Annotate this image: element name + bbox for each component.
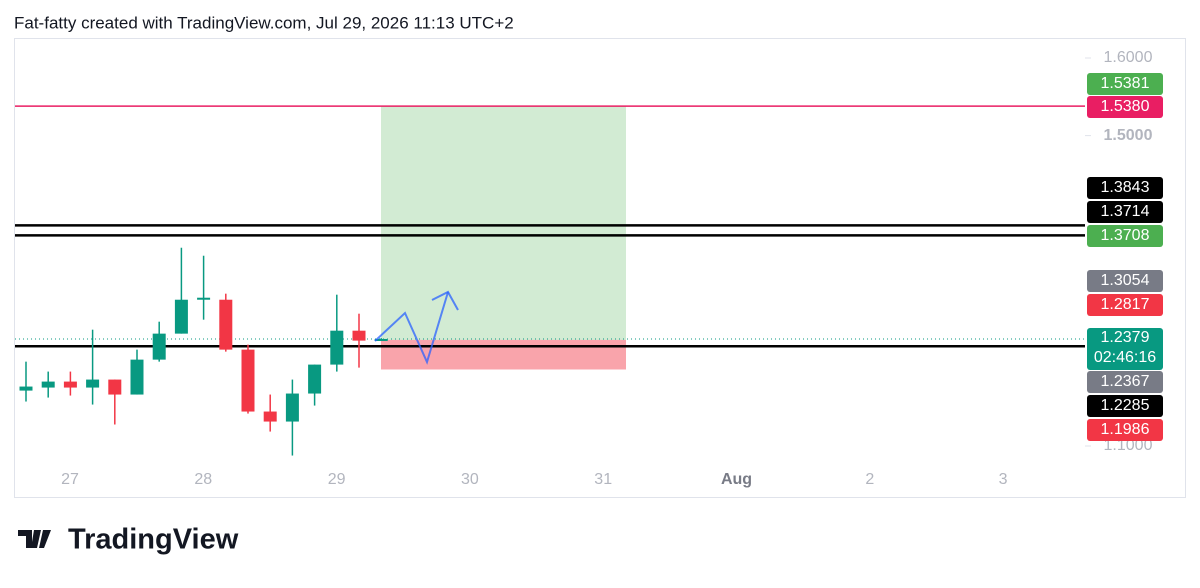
price-label: 1.2367 — [1101, 373, 1150, 390]
y-tick-label: 1.5000 — [1104, 127, 1153, 144]
price-label: 1.3054 — [1101, 272, 1150, 289]
candle-body — [152, 333, 166, 360]
x-tick-label: 3 — [999, 471, 1008, 488]
x-tick-label: 30 — [461, 471, 479, 488]
price-label-bg — [1087, 270, 1163, 292]
candle-body — [285, 393, 299, 422]
price-label-bg — [1087, 419, 1163, 441]
logo-text: TradingView — [68, 524, 239, 556]
price-label-bg — [1087, 201, 1163, 223]
price-label: 1.1986 — [1101, 421, 1150, 438]
x-tick-label: 27 — [61, 471, 79, 488]
frame — [14, 38, 1186, 498]
price-label-bg — [1087, 73, 1163, 95]
price-label: 1.3714 — [1101, 203, 1150, 220]
candle-body — [19, 386, 33, 391]
price-label-bg — [1087, 395, 1163, 417]
candle-body — [41, 381, 55, 388]
drawn-arrow-head — [431, 290, 459, 311]
candle-body — [108, 379, 122, 395]
candle-body — [330, 330, 344, 365]
price-label: 1.3708 — [1101, 227, 1150, 244]
drawn-arrow — [374, 291, 449, 365]
price-label-bg — [1087, 328, 1163, 370]
price-label: 1.3843 — [1101, 179, 1150, 196]
y-tick-label: 1.1000 — [1104, 437, 1153, 454]
logo: TradingView — [18, 524, 239, 556]
y-tick-label: 1.6000 — [1104, 49, 1153, 66]
price-label-bg — [1087, 96, 1163, 118]
x-tick-label: Aug — [721, 471, 752, 488]
stop-zone — [381, 339, 626, 370]
x-tick-label: 2 — [865, 471, 874, 488]
candle-body — [308, 364, 322, 394]
candle-body — [219, 299, 233, 350]
price-label: 1.2817 — [1101, 296, 1150, 313]
price-label: 1.5380 — [1101, 98, 1150, 115]
price-label-bg — [1087, 225, 1163, 247]
price-label-bg — [1087, 371, 1163, 393]
price-label-bg — [1087, 177, 1163, 199]
target-zone — [381, 106, 626, 340]
candle-body — [63, 381, 77, 388]
candle-body — [197, 297, 211, 300]
candle-body — [374, 338, 388, 341]
x-tick-label: 29 — [328, 471, 346, 488]
candle-body — [263, 411, 277, 422]
price-label: 1.2285 — [1101, 397, 1150, 414]
x-tick-label: 28 — [194, 471, 212, 488]
header: Fat-fatty created with TradingView.com, … — [14, 13, 514, 32]
price-label-bg — [1087, 294, 1163, 316]
x-tick-label: 31 — [594, 471, 612, 488]
countdown: 02:46:16 — [1094, 349, 1156, 366]
candle-body — [241, 349, 255, 412]
candle-body — [130, 359, 144, 395]
price-label: 1.2379 — [1101, 329, 1150, 346]
candle-body — [86, 379, 100, 388]
candle-body — [174, 299, 188, 334]
price-label: 1.5381 — [1101, 75, 1150, 92]
candle-body — [352, 330, 366, 341]
